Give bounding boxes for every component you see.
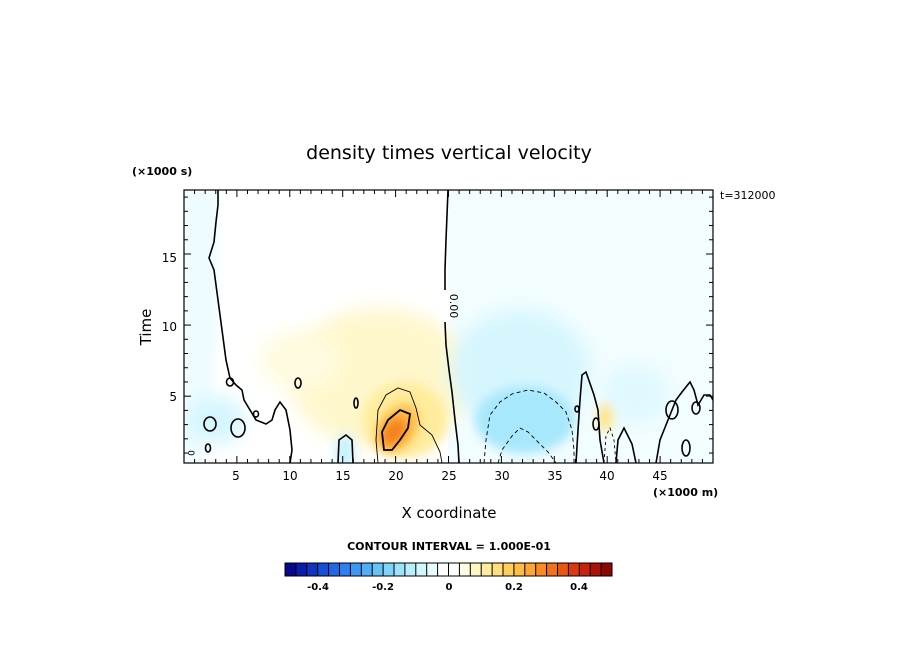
contour-label-zero: 0.00 xyxy=(447,294,460,319)
colorbar-swatch xyxy=(448,563,460,576)
y-tick-label: 10 xyxy=(162,320,177,334)
colorbar-swatch xyxy=(568,563,580,576)
colorbar-swatch xyxy=(513,563,526,576)
colorbar-tick-label: -0.2 xyxy=(372,582,394,593)
zero-contour-left xyxy=(208,190,293,463)
zero-contour-loop-2 xyxy=(230,418,246,438)
zero-contour-loop-1 xyxy=(225,377,235,387)
zero-contour-loop-10 xyxy=(681,439,691,457)
colorbar-swatch xyxy=(524,563,536,576)
x-tick-label: 10 xyxy=(282,469,297,483)
colorbar-swatch xyxy=(579,563,591,576)
zero-contour-loop-5 xyxy=(294,377,302,389)
x-tick-label: 15 xyxy=(335,469,350,483)
colorbar-swatch xyxy=(470,563,482,576)
negative-contour-0.1 xyxy=(483,389,575,463)
x-tick-label: 20 xyxy=(388,469,403,483)
colorbar-swatch xyxy=(285,563,297,576)
colorbar-swatch xyxy=(546,563,558,576)
negative-contour-small xyxy=(603,426,617,463)
zero-contour-center-lower xyxy=(444,321,460,463)
colorbar-frame xyxy=(284,562,613,577)
colorbar-swatch xyxy=(317,563,329,576)
colorbar-swatch xyxy=(383,563,395,576)
colorbar-swatch xyxy=(492,563,504,576)
colorbar-tick-label: -0.4 xyxy=(307,582,329,593)
x-tick-label: 40 xyxy=(599,469,614,483)
positive-contour-0.2 xyxy=(381,408,411,451)
zero-contour-right-a xyxy=(575,370,605,463)
colorbar-tick-label: 0.4 xyxy=(570,582,588,593)
y-axis-ticks xyxy=(184,196,713,454)
zero-contour-center-upper xyxy=(444,190,449,290)
shade-positive-small xyxy=(597,404,613,432)
colorbar-swatch xyxy=(481,563,493,576)
x-axis-label: X coordinate xyxy=(401,504,496,522)
positive-contour-0.1 xyxy=(375,387,443,463)
colorbar-tick-labels: -0.4 -0.2 0 0.2 0.4 xyxy=(307,582,588,593)
shade-positive-faint xyxy=(260,330,340,390)
x-tick-label: 5 xyxy=(232,469,240,483)
contour-label-small: 0 xyxy=(185,450,195,456)
x-axis-unit: (×1000 m) xyxy=(653,486,718,499)
zero-contour-loop-6 xyxy=(252,410,260,418)
contour-interval-text: CONTOUR INTERVAL = 1.000E-01 xyxy=(347,540,551,553)
colorbar-swatch xyxy=(339,563,351,576)
colorbar-swatch xyxy=(590,563,602,576)
x-axis-ticks xyxy=(194,190,703,463)
colorbar-swatch xyxy=(404,563,417,576)
colorbar-swatch xyxy=(459,563,471,576)
colorbar xyxy=(285,563,613,576)
y-tick-label: 5 xyxy=(169,390,177,404)
y-tick-label: 15 xyxy=(162,251,177,265)
shade-negative-small xyxy=(335,434,355,463)
colorbar-swatch xyxy=(394,563,406,576)
contour-label-0.00-group: 0.00 xyxy=(439,292,460,320)
colorbar-swatch xyxy=(426,563,438,576)
zero-contours xyxy=(203,190,713,463)
colorbar-swatch xyxy=(295,563,308,576)
colorbar-swatch xyxy=(361,563,373,576)
y-tick-labels: 5 10 15 xyxy=(162,251,177,404)
contour-label-bg xyxy=(439,292,453,320)
colorbar-swatch xyxy=(437,563,449,576)
colorbar-swatch xyxy=(350,563,362,576)
zero-contour-loop-11 xyxy=(592,417,600,431)
zero-contour-loop-3 xyxy=(203,416,217,432)
colorbar-swatch xyxy=(557,563,569,576)
x-tick-label: 35 xyxy=(547,469,562,483)
x-tick-label: 45 xyxy=(652,469,667,483)
colorbar-tick-label: 0 xyxy=(446,582,453,593)
shade-negative-right xyxy=(600,365,670,425)
colorbar-swatch xyxy=(503,563,515,576)
x-tick-label: 25 xyxy=(441,469,456,483)
time-annotation: t=312000 xyxy=(720,189,776,202)
chart-title: density times vertical velocity xyxy=(306,142,592,164)
zero-contour-loop-8 xyxy=(665,400,679,420)
colorbar-tick-label: 0.2 xyxy=(505,582,523,593)
negative-contour-inner xyxy=(497,427,557,463)
plot-field xyxy=(184,190,713,463)
x-tick-labels: 5 10 15 20 25 30 35 40 45 xyxy=(232,469,667,483)
zero-contour-loop-4 xyxy=(204,443,212,453)
colorbar-swatch xyxy=(372,563,384,576)
colorbar-swatch xyxy=(601,563,613,576)
shade-negative-core xyxy=(475,386,575,454)
zero-contour-loop-9 xyxy=(691,401,701,415)
zero-contour-loop-7 xyxy=(353,397,359,409)
zero-contour-loop-12 xyxy=(574,405,580,413)
x-tick-label: 30 xyxy=(494,469,509,483)
colorbar-swatch xyxy=(306,563,318,576)
y-axis-unit: (×1000 s) xyxy=(132,165,192,178)
zero-contour-far-right xyxy=(655,380,713,463)
colorbar-swatch xyxy=(415,563,427,576)
zero-contour-right-b xyxy=(615,426,637,463)
y-axis-label: Time xyxy=(137,309,155,347)
colorbar-swatch xyxy=(535,563,547,576)
zero-contour-small-a xyxy=(337,433,354,463)
colorbar-swatch xyxy=(328,563,340,576)
